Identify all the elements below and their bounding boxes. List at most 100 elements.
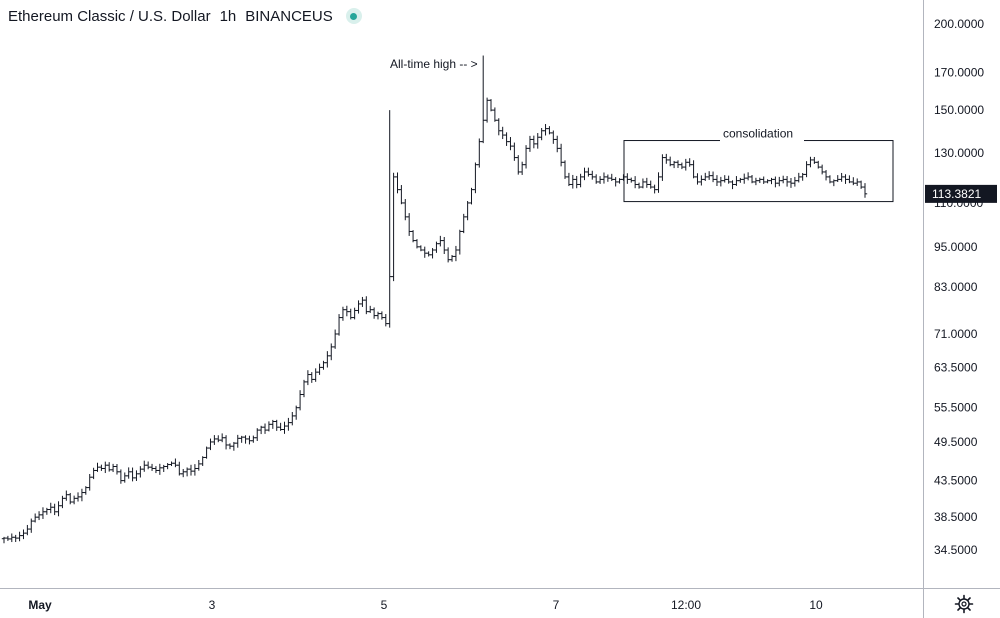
ohlc-bar <box>679 162 685 170</box>
ohlc-bar <box>570 174 576 189</box>
ohlc-bar <box>539 127 544 141</box>
ohlc-bar <box>418 245 424 252</box>
exchange-label[interactable]: BINANCEUS <box>245 7 333 25</box>
price-tick-label: 150.0000 <box>934 103 984 117</box>
ohlc-bar <box>340 306 346 321</box>
ohlc-bar <box>399 185 404 205</box>
ohlc-bar <box>749 174 755 184</box>
ohlc-bar <box>251 435 256 443</box>
ohlc-bar <box>816 160 821 169</box>
ohlc-bar <box>535 133 540 149</box>
ohlc-bar <box>91 467 96 480</box>
ohlc-bar <box>613 177 618 187</box>
last-price-label: 113.3821 <box>925 184 997 203</box>
price-tick-label: 95.0000 <box>934 240 978 254</box>
price-tick-label: 170.0000 <box>934 66 984 80</box>
interval-label[interactable]: 1h <box>219 7 237 25</box>
ohlc-bar <box>368 305 373 313</box>
ohlc-bar <box>21 529 26 540</box>
ohlc-bar <box>745 172 751 181</box>
last-price-label-background <box>925 184 997 203</box>
chart-header: Ethereum Classic / U.S. Dollar 1h BINANC… <box>8 6 371 26</box>
ohlc-bar <box>555 135 560 153</box>
ohlc-bar <box>687 158 692 167</box>
ohlc-bar <box>297 390 303 411</box>
ohlc-bar <box>792 176 798 187</box>
ohlc-bar <box>691 160 696 179</box>
ohlc-bar <box>636 182 642 189</box>
ohlc-bar <box>169 461 174 467</box>
ohlc-bar <box>761 176 766 184</box>
price-tick-label: 49.5000 <box>934 435 978 449</box>
time-axis[interactable]: May 3 5 7 12:00 10 <box>28 598 823 612</box>
ohlc-bar <box>710 171 716 183</box>
ohlc-bar <box>266 421 272 432</box>
ohlc-bar <box>344 305 350 317</box>
ohlc-bar <box>562 160 568 179</box>
ohlc-bar <box>742 173 747 184</box>
ohlc-bar <box>558 143 564 167</box>
gear-icon[interactable] <box>954 594 974 614</box>
ohlc-bar <box>773 176 778 188</box>
ohlc-bar <box>64 490 69 501</box>
ohlc-bar <box>403 199 408 221</box>
ohlc-bar <box>161 464 166 472</box>
ohlc-bar <box>578 173 583 188</box>
ohlc-bar <box>800 172 805 181</box>
ohlc-bar <box>438 235 443 247</box>
ohlc-bar <box>784 176 790 187</box>
ohlc-bar <box>422 246 427 258</box>
ohlc-bar <box>17 531 22 542</box>
ohlc-bar <box>516 155 521 175</box>
ohlc-bar <box>348 308 353 320</box>
ohlc-bar <box>547 126 552 135</box>
ohlc-bar <box>469 187 474 205</box>
ohlc-bar <box>239 435 244 443</box>
ohlc-bar <box>629 177 634 183</box>
ohlc-bar <box>839 172 844 182</box>
ohlc-bar <box>118 469 124 484</box>
ohlc-bar <box>364 296 369 315</box>
ohlc-bar <box>699 175 704 186</box>
ohlc-bar <box>656 172 661 193</box>
ohlc-bar <box>574 175 579 189</box>
ohlc-bar <box>5 535 11 541</box>
ohlc-bar <box>465 200 470 221</box>
ohlc-bar <box>523 145 529 169</box>
ohlc-bar <box>321 360 326 370</box>
ohlc-bar <box>9 533 14 543</box>
ohlc-bar <box>788 177 794 188</box>
ohlc-bar <box>617 178 622 184</box>
price-axis[interactable]: 200.0000170.0000150.0000130.0000110.0000… <box>934 17 984 557</box>
ohlc-bar <box>157 463 163 475</box>
ohlc-bar <box>130 467 135 482</box>
ohlc-bar <box>149 463 155 471</box>
ohlc-bar <box>227 443 233 450</box>
time-tick-label: 7 <box>553 598 560 612</box>
ohlc-bar <box>730 180 735 190</box>
ohlc-bar <box>282 421 287 434</box>
ohlc-bar <box>87 474 92 491</box>
ohlc-bar <box>371 307 377 319</box>
ohlc-bar <box>181 468 186 478</box>
ohlc-bar <box>40 507 46 519</box>
ohlc-bar <box>808 156 813 168</box>
ohlc-bar <box>204 446 209 459</box>
ohlc-bar <box>95 462 100 472</box>
ohlc-bar <box>110 463 116 473</box>
price-tick-label: 63.5000 <box>934 360 978 374</box>
ohlc-bar <box>99 464 104 471</box>
ohlc-bar <box>780 175 786 184</box>
ohlc-bar <box>106 462 112 472</box>
time-tick-label: May <box>28 598 52 612</box>
symbol-title[interactable]: Ethereum Classic / U.S. Dollar <box>8 7 211 25</box>
ohlc-bar <box>601 172 607 184</box>
ohlc-bar <box>274 419 279 431</box>
ohlc-bar <box>590 170 595 180</box>
ohlc-bar <box>126 467 131 479</box>
ohlc-bar <box>718 176 724 187</box>
ohlc-bar <box>243 435 248 444</box>
ohlc-bar <box>671 160 677 169</box>
ohlc-bar <box>305 370 311 386</box>
